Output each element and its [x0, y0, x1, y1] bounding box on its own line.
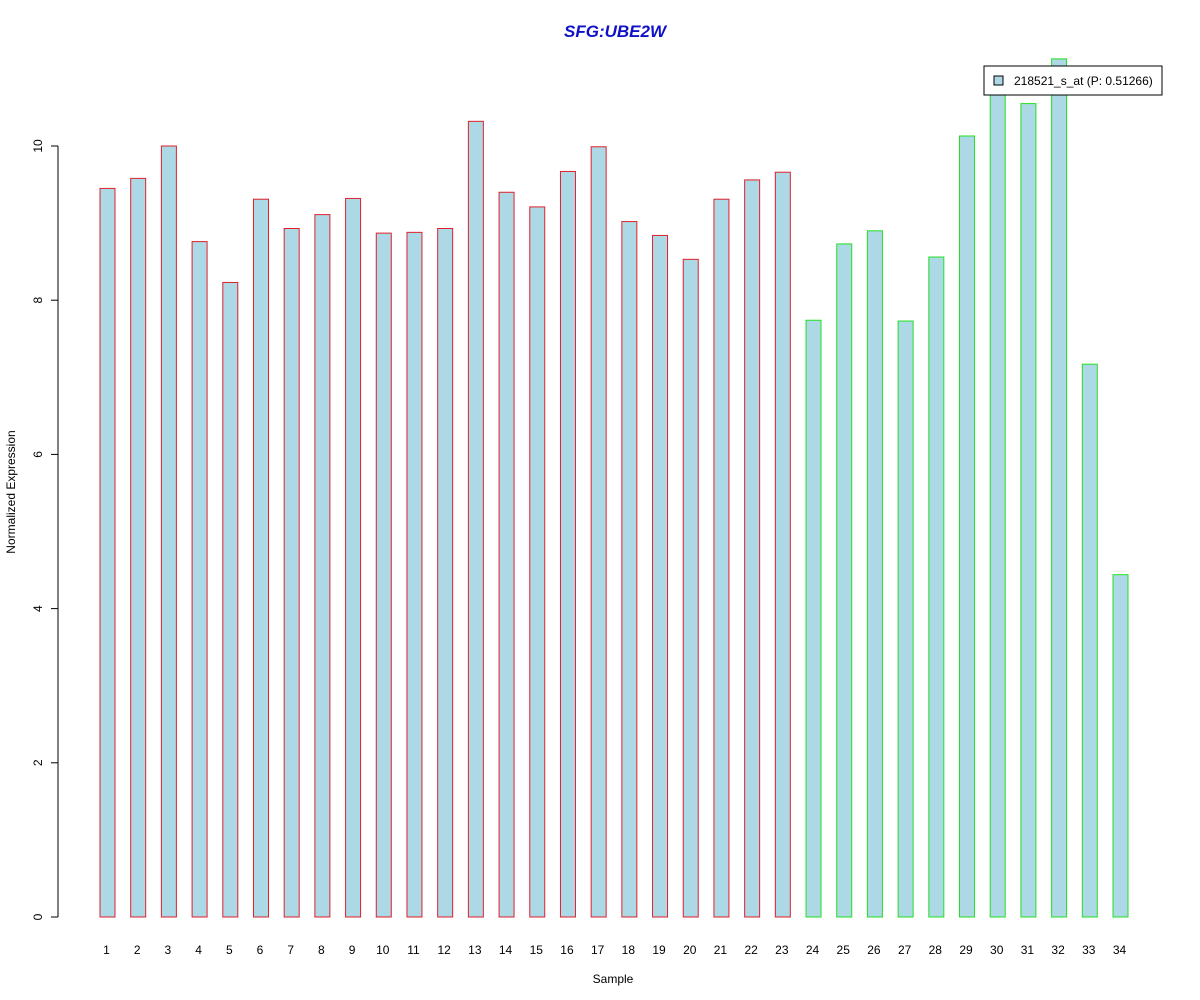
x-tick-label: 25	[837, 943, 851, 957]
legend-box	[983, 65, 1163, 96]
y-axis-title: Normalized Expression	[4, 430, 18, 553]
bar-sample-8	[314, 214, 331, 918]
x-tick-label: 1	[103, 943, 110, 957]
bar-sample-23	[774, 171, 791, 918]
y-tick-label: 8	[31, 297, 45, 304]
bar-sample-12	[437, 227, 454, 918]
x-tick-label: 22	[744, 943, 758, 957]
bar-sample-30	[989, 79, 1006, 918]
bar-sample-11	[406, 231, 423, 918]
x-tick-label: 13	[468, 943, 482, 957]
bar-sample-18	[621, 221, 638, 918]
bar-sample-33	[1081, 363, 1098, 918]
bar-sample-26	[866, 230, 883, 918]
x-tick-label: 24	[806, 943, 820, 957]
bar-sample-21	[713, 198, 730, 918]
x-tick-label: 30	[990, 943, 1004, 957]
x-tick-label: 34	[1113, 943, 1127, 957]
bar-sample-22	[744, 179, 761, 918]
x-tick-label: 11	[407, 943, 420, 957]
bar-sample-32	[1051, 58, 1068, 918]
x-tick-label: 20	[683, 943, 697, 957]
bar-sample-3	[160, 145, 177, 918]
x-tick-label: 21	[714, 943, 728, 957]
y-tick-label: 0	[31, 913, 45, 920]
x-tick-label: 31	[1021, 943, 1035, 957]
bar-sample-27	[897, 320, 914, 918]
bar-sample-13	[467, 120, 484, 918]
bar-sample-7	[283, 227, 300, 918]
x-tick-label: 17	[591, 943, 605, 957]
bar-sample-17	[590, 146, 607, 918]
x-tick-label: 23	[775, 943, 789, 957]
x-axis-title: Sample	[593, 972, 634, 986]
legend-label: 218521_s_at (P: 0.51266)	[1014, 74, 1153, 88]
x-tick-label: 19	[652, 943, 666, 957]
x-tick-label: 2	[134, 943, 141, 957]
bar-sample-1	[99, 187, 116, 918]
bar-sample-5	[222, 281, 239, 918]
x-tick-label: 15	[530, 943, 544, 957]
x-tick-label: 18	[622, 943, 636, 957]
bar-sample-9	[345, 197, 362, 918]
x-tick-label: 29	[959, 943, 973, 957]
x-tick-label: 33	[1082, 943, 1096, 957]
x-tick-label: 32	[1051, 943, 1065, 957]
y-tick-label: 10	[31, 139, 45, 153]
bar-sample-14	[498, 191, 515, 918]
x-tick-label: 27	[898, 943, 912, 957]
x-tick-label: 26	[867, 943, 881, 957]
x-tick-label: 12	[437, 943, 451, 957]
x-axis-labels: 1 2 3 4 5 6 7 8 9 10 11 12 13 14 15 16 17 18 19 20 21 22 23 24 2…	[103, 943, 1126, 957]
y-tick-label: 2	[31, 759, 45, 766]
bars	[99, 58, 1129, 918]
x-tick-label: 5	[226, 943, 233, 957]
x-tick-label: 28	[929, 943, 943, 957]
y-tick-label: 6	[31, 451, 45, 458]
bar-sample-24	[805, 319, 822, 918]
x-tick-label: 10	[376, 943, 390, 957]
x-tick-label: 16	[560, 943, 574, 957]
bar-sample-19	[652, 234, 669, 918]
legend: 218521_s_at (P: 0.51266)	[983, 65, 1163, 96]
x-tick-label: 14	[499, 943, 513, 957]
bar-sample-2	[130, 177, 147, 918]
bar-sample-28	[928, 256, 945, 918]
chart-title: SFG:UBE2W	[564, 22, 668, 41]
x-tick-label: 8	[318, 943, 325, 957]
bar-sample-34	[1112, 574, 1129, 918]
bar-sample-31	[1020, 103, 1037, 918]
bar-sample-6	[252, 198, 269, 918]
bar-sample-10	[375, 232, 392, 918]
x-tick-label: 9	[349, 943, 356, 957]
y-axis: 0 2 4 6 8 10	[31, 139, 59, 920]
legend-swatch	[993, 75, 1004, 86]
bar-sample-4	[191, 241, 208, 918]
x-tick-label: 4	[195, 943, 202, 957]
x-tick-label: 3	[165, 943, 172, 957]
bar-sample-15	[529, 206, 546, 918]
bar-sample-29	[959, 135, 976, 918]
x-tick-label: 7	[287, 943, 294, 957]
bar-sample-16	[559, 170, 576, 918]
y-tick-label: 4	[31, 605, 45, 612]
bar-sample-20	[682, 258, 699, 918]
x-tick-label: 6	[257, 943, 264, 957]
bar-sample-25	[836, 243, 853, 918]
